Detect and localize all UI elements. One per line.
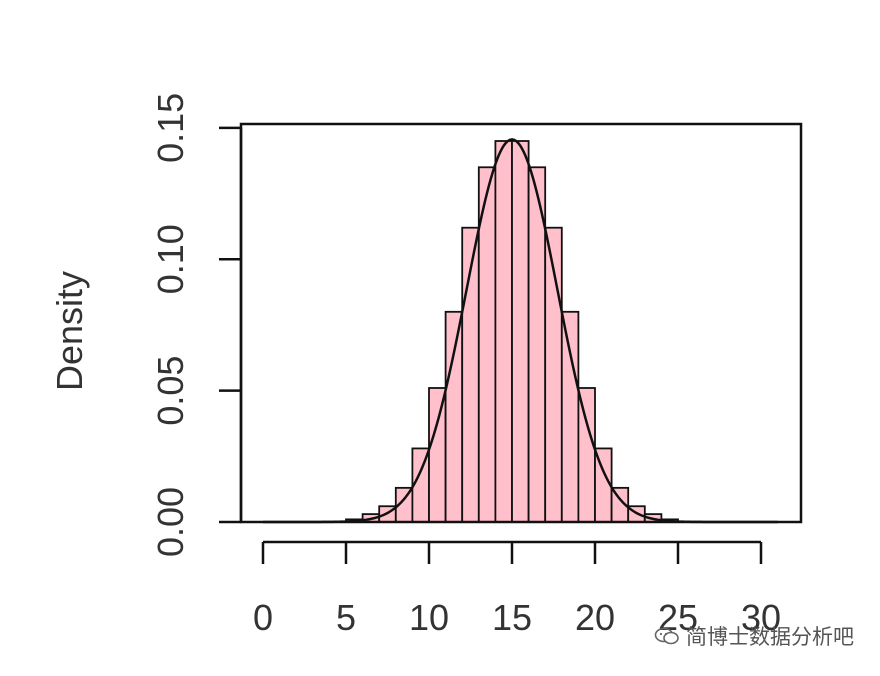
y-axis-title: Density: [49, 271, 90, 391]
y-tick-label: 0.05: [150, 356, 191, 426]
x-tick-label: 30: [741, 597, 781, 638]
y-axis: 0.00 0.05 0.10 0.15: [150, 93, 243, 557]
histogram-bar: [577, 387, 596, 523]
x-axis: 0 5 10 15 20 25 30: [253, 540, 781, 638]
watermark: 简博士数据分析吧: [654, 621, 854, 651]
histogram-bar: [560, 310, 580, 523]
y-tick-label: 0.15: [150, 93, 191, 163]
x-tick-label: 15: [492, 597, 532, 638]
y-tick-label: 0.00: [150, 487, 191, 557]
histogram-bar: [444, 310, 464, 523]
x-tick-label: 25: [658, 597, 698, 638]
histogram-bar: [428, 387, 447, 523]
x-tick-label: 0: [253, 597, 273, 638]
histogram-bar: [511, 140, 530, 523]
x-tick-label: 20: [575, 597, 615, 638]
y-tick-label: 0.10: [150, 224, 191, 294]
x-tick-label: 5: [336, 597, 356, 638]
histogram-bar: [494, 140, 513, 523]
x-tick-label: 10: [409, 597, 449, 638]
watermark-text: 简博士数据分析吧: [686, 625, 854, 649]
wechat-icon: [654, 627, 679, 645]
bars-group: [345, 140, 679, 523]
